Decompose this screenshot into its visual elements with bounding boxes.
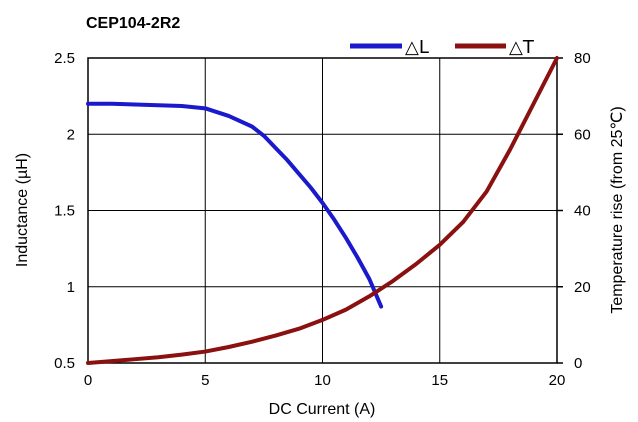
y-left-tick-label: 0.5 [54,355,75,372]
y-right-axis-label: Temperature rise (from 25℃) [609,106,626,313]
y-left-tick-labels: 0.5 1 1.5 2 2.5 [54,50,75,372]
legend-label-inductance: △L [405,37,429,58]
x-tick-labels: 0 5 10 15 20 [84,372,566,389]
legend-label-temperature: △T [509,37,535,58]
x-tick-label: 15 [431,372,448,389]
series-line-inductance [86,101,384,309]
y-right-tick-labels: 0 20 40 60 80 [557,50,591,372]
y-right-tick-label: 80 [574,50,591,67]
x-tick-label: 20 [549,372,566,389]
y-right-tick-label: 20 [574,279,591,296]
series-line-temperature [86,56,559,365]
y-right-tick-label: 60 [574,126,591,143]
y-left-tick-label: 1.5 [54,203,75,220]
grid [88,58,557,363]
y-left-axis-label: Inductance (µH) [14,153,31,267]
x-axis-label: DC Current (A) [269,401,376,418]
x-tick-label: 10 [314,372,331,389]
y-left-tick-label: 1 [67,279,75,296]
y-left-tick-label: 2 [67,126,75,143]
series-lines [86,56,559,365]
chart-title: CEP104-2R2 [86,15,180,32]
y-right-tick-label: 40 [574,203,591,220]
x-tick-label: 5 [201,372,209,389]
x-tick-label: 0 [84,372,92,389]
y-left-tick-label: 2.5 [54,50,75,67]
y-right-tick-label: 0 [574,355,582,372]
legend: △L △T [350,37,535,58]
